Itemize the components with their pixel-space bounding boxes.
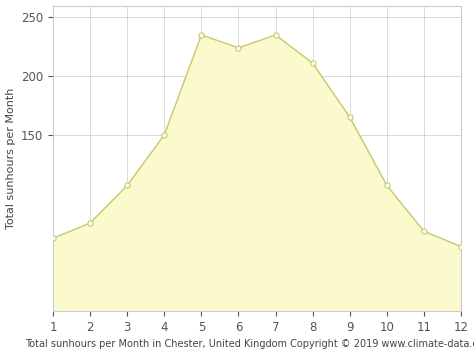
Point [346, 114, 354, 120]
Point [235, 45, 242, 51]
Point [86, 220, 94, 226]
Point [309, 60, 317, 66]
Point [123, 182, 131, 188]
Point [198, 32, 205, 38]
Point [272, 32, 279, 38]
Point [420, 228, 428, 234]
Point [161, 132, 168, 138]
X-axis label: Total sunhours per Month in Chester, United Kingdom Copyright © 2019 www.climate: Total sunhours per Month in Chester, Uni… [26, 339, 474, 349]
Point [49, 235, 57, 241]
Point [457, 244, 465, 249]
Y-axis label: Total sunhours per Month: Total sunhours per Month [6, 88, 16, 229]
Point [383, 182, 391, 188]
